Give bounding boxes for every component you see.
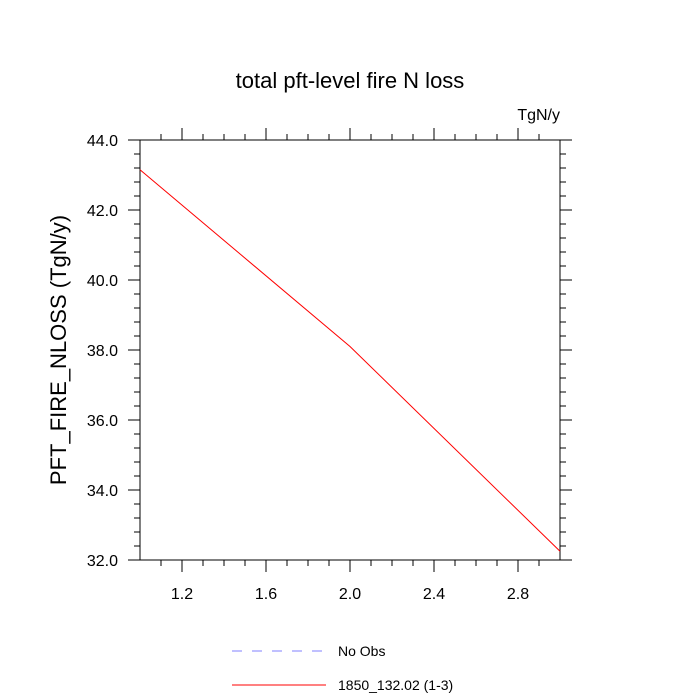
x-tick-label: 1.6: [255, 586, 277, 603]
y-tick-label: 36.0: [87, 413, 118, 430]
y-tick-label: 38.0: [87, 343, 118, 360]
x-tick-label: 1.2: [171, 586, 193, 603]
y-tick-label: 42.0: [87, 203, 118, 220]
chart-title: total pft-level fire N loss: [235, 68, 465, 93]
legend-label: No Obs: [338, 643, 385, 659]
x-tick-label: 2.0: [339, 586, 361, 603]
x-tick-label: 2.4: [423, 586, 445, 603]
y-tick-label: 34.0: [87, 483, 118, 500]
plot-frame: [139, 139, 561, 561]
series-line: [139, 169, 561, 552]
x-tick-label: 2.8: [507, 586, 529, 603]
y-tick-label: 32.0: [87, 553, 118, 570]
y-tick-label: 40.0: [87, 273, 118, 290]
legend-label: 1850_132.02 (1-3): [338, 677, 453, 693]
y-axis-label: PFT_FIRE_NLOSS (TgN/y): [46, 215, 71, 485]
y-tick-label: 44.0: [87, 133, 118, 150]
units-label: TgN/y: [517, 107, 560, 124]
